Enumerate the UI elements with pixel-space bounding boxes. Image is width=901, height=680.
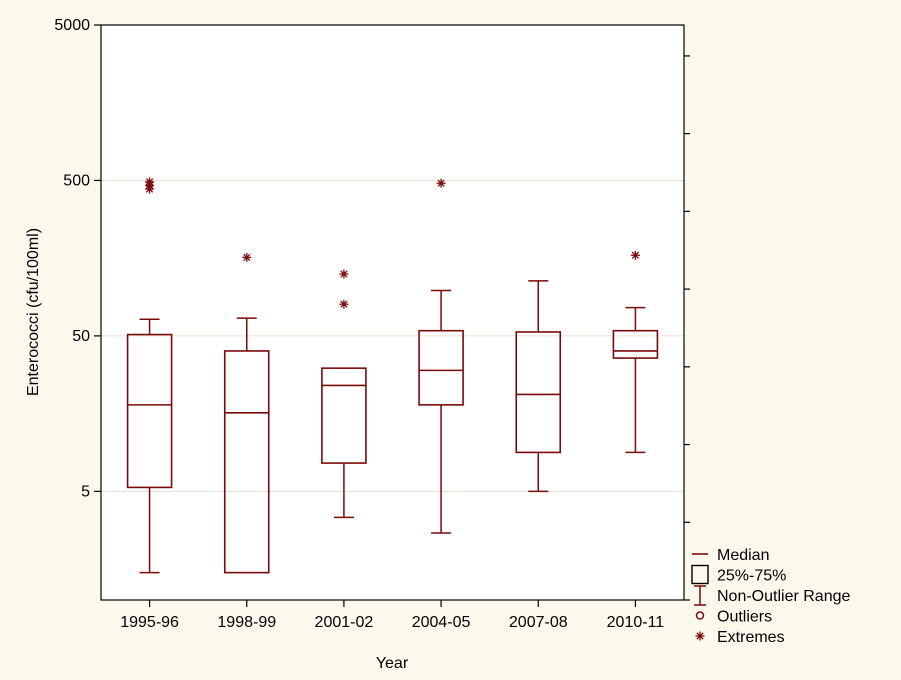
x-tick-label: 1995-96 — [120, 614, 179, 631]
extreme-stroke — [145, 178, 154, 186]
legend-item-box: 25%-75% — [691, 564, 786, 585]
extreme-stroke — [340, 270, 348, 278]
legend-label: Non-Outlier Range — [717, 588, 851, 605]
legend-label: 25%-75% — [717, 568, 786, 585]
x-tick-label: 1998-99 — [217, 614, 276, 631]
box-iqr — [223, 350, 270, 574]
extreme-stroke — [631, 251, 640, 259]
extreme-stroke — [340, 300, 348, 308]
x-axis-title: Year — [376, 655, 409, 672]
legend-item-median: Median — [692, 547, 769, 564]
legend: Median 25%-75% Non-Outlier Range Outliers Ex… — [691, 547, 851, 646]
boxes — [126, 177, 659, 574]
x-tick-label: 2007-08 — [509, 614, 568, 631]
box-iqr — [321, 367, 367, 464]
legend-box-symbol — [691, 564, 709, 585]
x-tick-label: 2001-02 — [315, 614, 374, 631]
legend-item-outlier: Outliers — [695, 609, 772, 626]
box-group — [418, 178, 464, 534]
x-tick-label: 2004-05 — [412, 614, 471, 631]
legend-outlier-symbol — [695, 611, 705, 620]
legend-label: Extremes — [717, 629, 785, 646]
plot-area — [101, 25, 684, 600]
extreme-point — [436, 178, 446, 188]
legend-item-range: Non-Outlier Range — [694, 585, 851, 606]
legend-label: Median — [717, 547, 769, 564]
box-iqr — [418, 329, 464, 406]
box-group — [223, 252, 270, 574]
box-iqr — [515, 331, 562, 454]
y-axis-ticks: 5 50 500 5000 — [54, 17, 690, 601]
box-iqr — [126, 333, 173, 489]
legend-extreme-symbol — [695, 631, 705, 641]
extreme-point — [145, 177, 155, 187]
legend-label: Outliers — [717, 609, 772, 626]
extreme-stroke — [243, 253, 251, 262]
box-group — [515, 280, 562, 493]
y-tick-label: 500 — [63, 172, 90, 189]
extreme-point — [242, 252, 252, 262]
extreme-point — [339, 269, 349, 279]
extreme-stroke — [696, 632, 704, 640]
x-tick-label: 2010-11 — [607, 614, 665, 631]
y-tick-label: 5 — [81, 483, 90, 500]
box-group — [321, 269, 367, 519]
extreme-point — [339, 299, 349, 309]
y-axis-title: Enterococci (cfu/100ml) — [25, 228, 42, 396]
box-group — [612, 250, 659, 454]
legend-item-extreme: Extremes — [695, 629, 785, 646]
y-tick-label: 50 — [72, 328, 90, 345]
y-tick-label: 5000 — [54, 17, 90, 34]
x-axis-ticks: 1995-96 1998-99 2001-02 2004-05 2007-08 2010-… — [120, 600, 664, 631]
extreme-point — [630, 250, 640, 260]
grid-lines — [101, 179, 684, 492]
extreme-stroke — [437, 179, 445, 187]
box-group — [126, 177, 173, 574]
box-iqr — [612, 329, 659, 359]
plot-frame — [100, 24, 685, 601]
